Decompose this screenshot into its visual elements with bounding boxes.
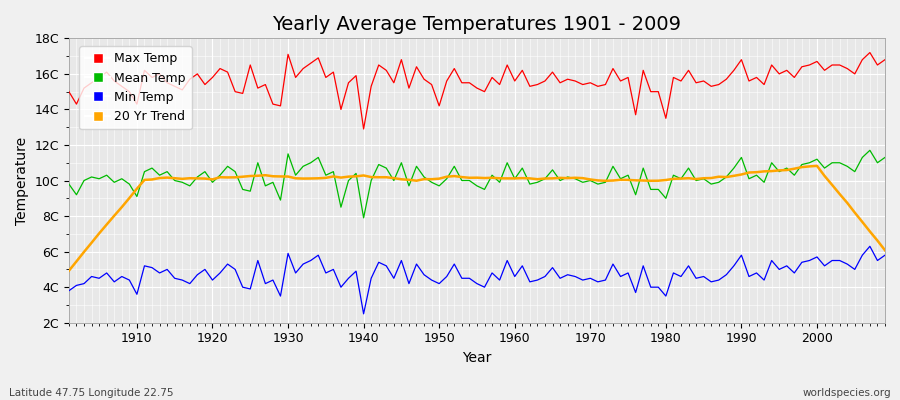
Text: Latitude 47.75 Longitude 22.75: Latitude 47.75 Longitude 22.75 <box>9 388 174 398</box>
Text: worldspecies.org: worldspecies.org <box>803 388 891 398</box>
Y-axis label: Temperature: Temperature <box>15 136 29 224</box>
Title: Yearly Average Temperatures 1901 - 2009: Yearly Average Temperatures 1901 - 2009 <box>273 15 681 34</box>
Legend: Max Temp, Mean Temp, Min Temp, 20 Yr Trend: Max Temp, Mean Temp, Min Temp, 20 Yr Tre… <box>79 46 192 129</box>
X-axis label: Year: Year <box>463 351 491 365</box>
